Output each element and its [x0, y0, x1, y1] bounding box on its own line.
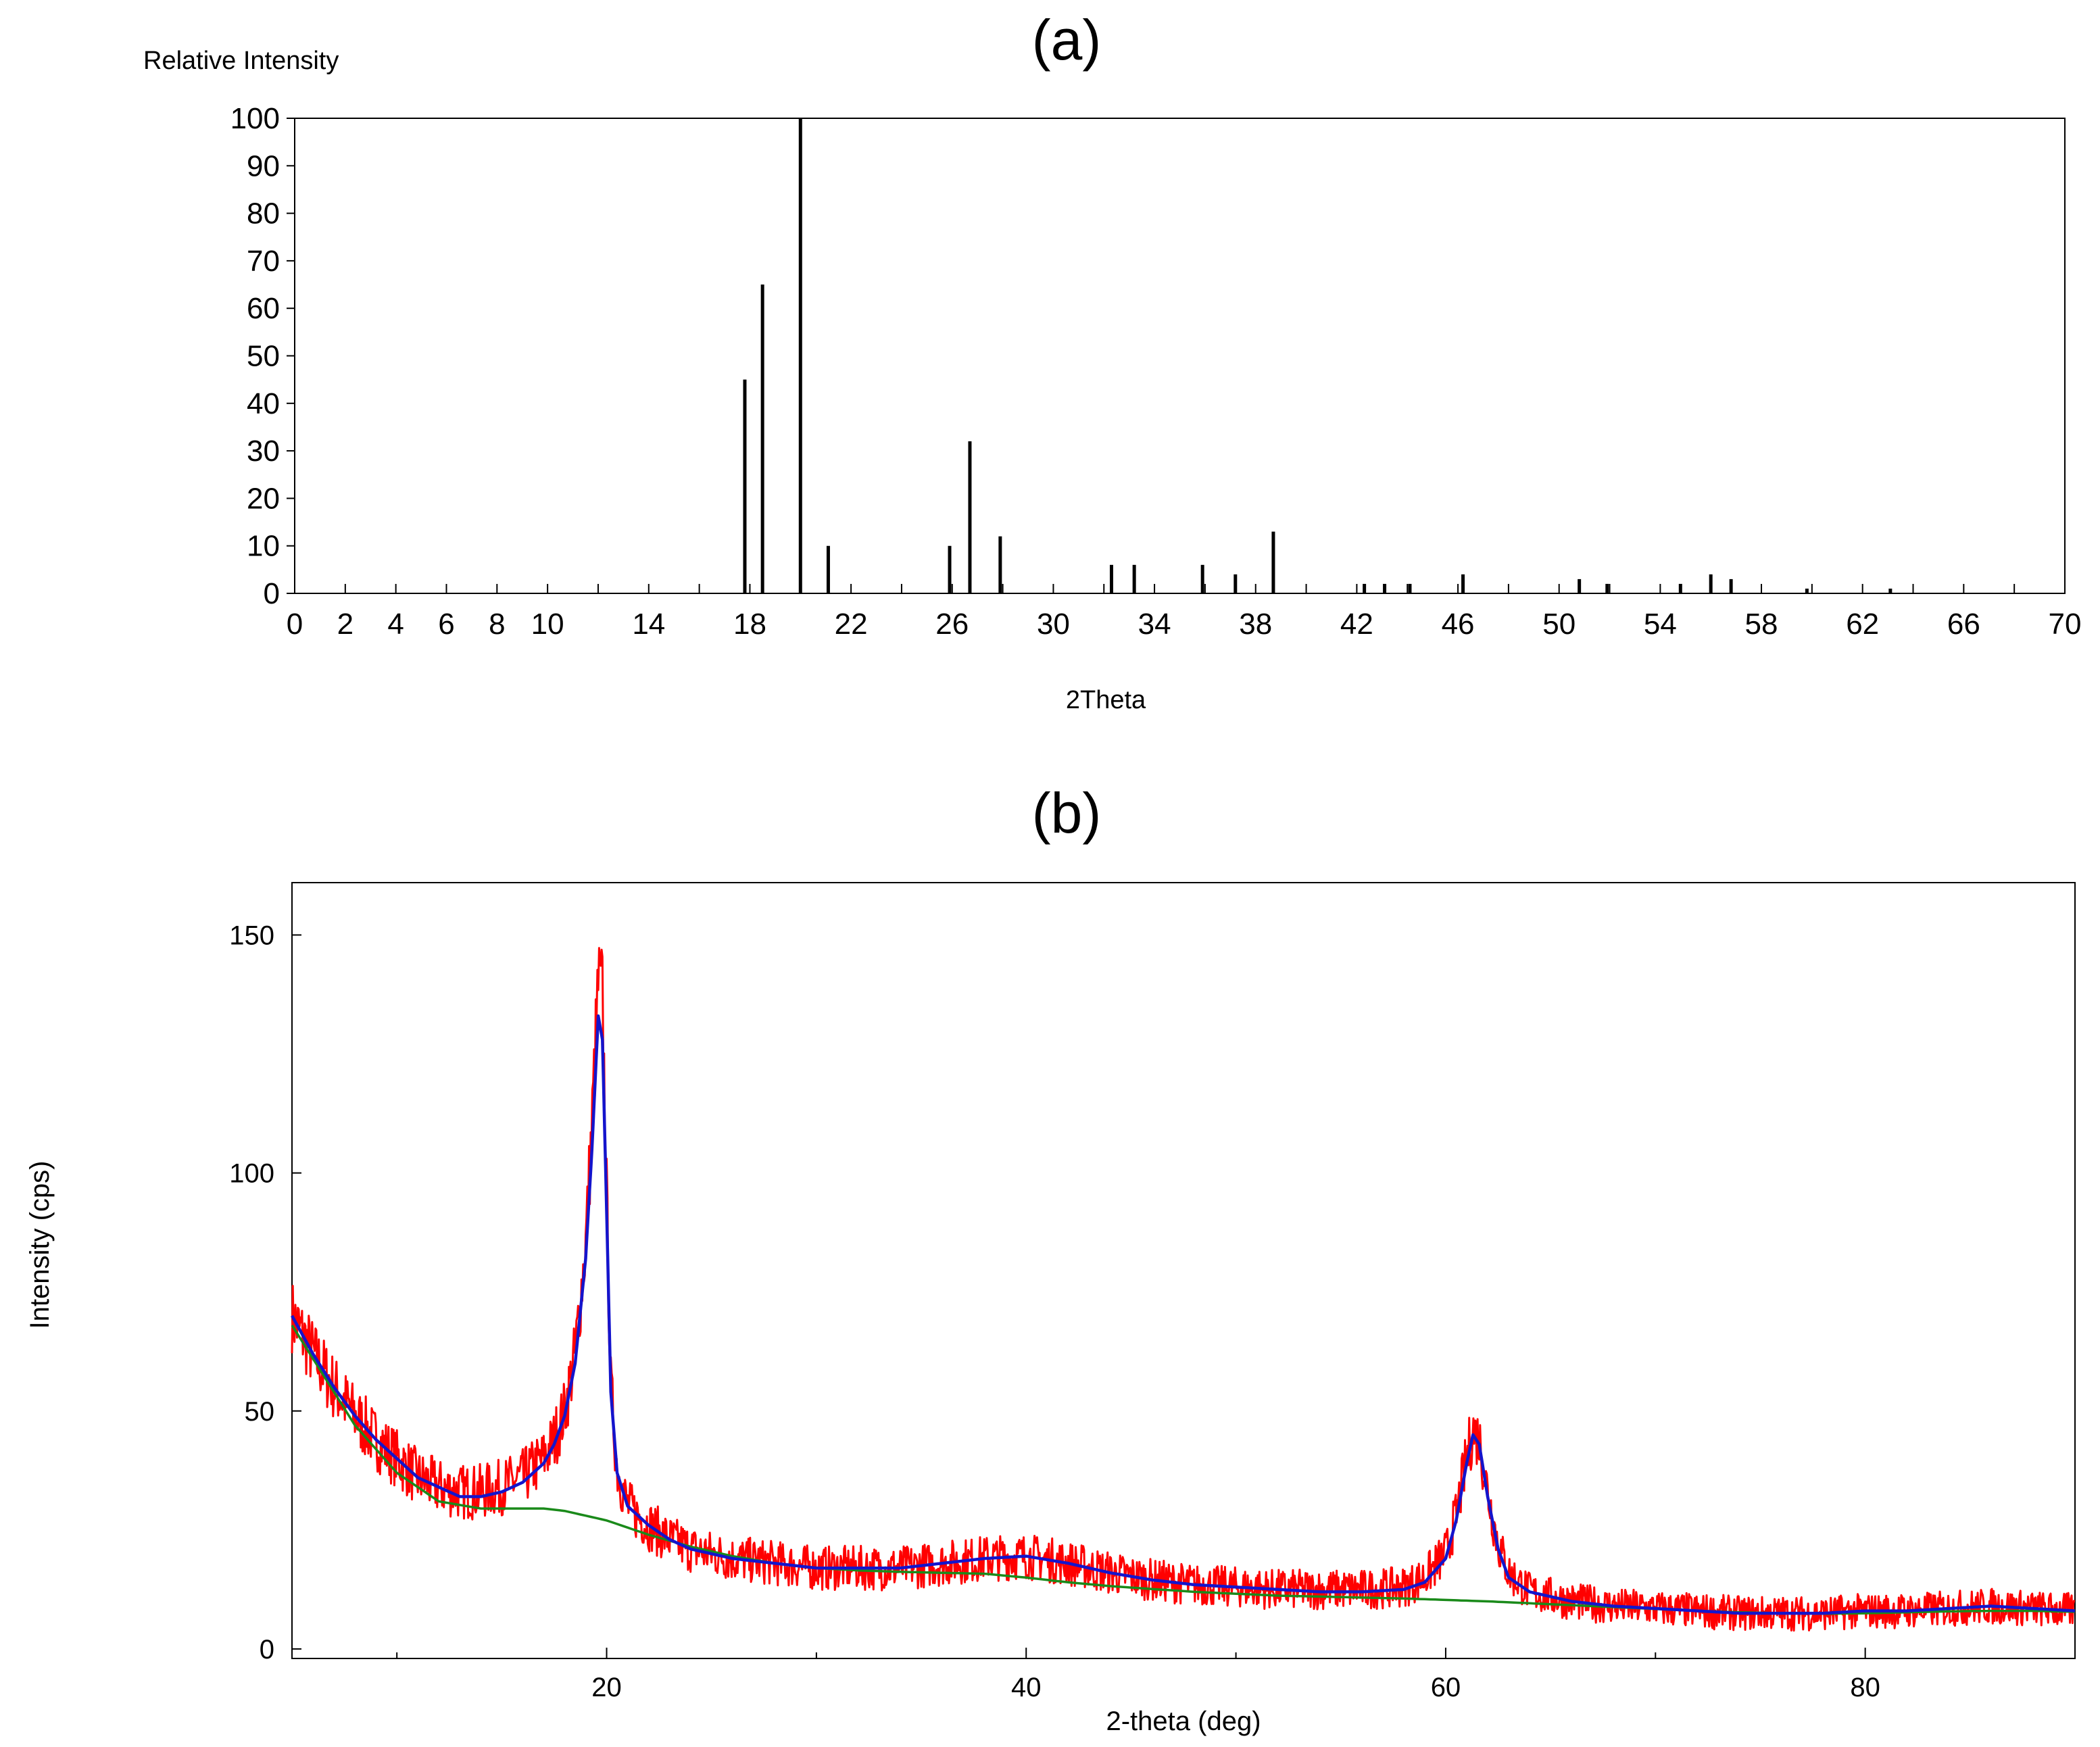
x-tick-label: 62	[1846, 608, 1879, 641]
panel-b-y-ticks: 0 50 100 150	[229, 920, 301, 1665]
y-tick-label: 50	[245, 1397, 275, 1427]
panel-b-plot-frame	[291, 882, 2076, 1659]
y-tick-label: 20	[247, 482, 280, 515]
x-tick-label: 14	[632, 608, 665, 641]
y-tick-label: 0	[260, 1635, 274, 1665]
panel-a-y-ticks: 0 10 20 30 40 50 60 70 80 90 100	[230, 102, 295, 610]
y-tick-label: 50	[247, 340, 280, 373]
x-tick-label: 46	[1442, 608, 1475, 641]
panel-b-chart: (b) 0 50 100 150 20 40 60 80 2-theta (deg) Int…	[25, 781, 2076, 1736]
y-tick-label: 10	[247, 530, 280, 563]
x-tick-label: 26	[935, 608, 969, 641]
y-tick-label: 80	[247, 197, 280, 230]
panel-a-x-axis-title: 2Theta	[1066, 686, 1146, 714]
x-tick-label: 50	[1542, 608, 1576, 641]
x-tick-label: 42	[1340, 608, 1373, 641]
y-tick-label: 100	[230, 102, 280, 135]
x-tick-label: 38	[1239, 608, 1272, 641]
x-tick-label: 60	[1431, 1673, 1461, 1702]
y-tick-label: 60	[247, 292, 280, 325]
y-tick-label: 30	[247, 435, 280, 468]
panel-a-chart: (a) Relative Intensity 01020304050607080…	[143, 8, 2081, 714]
panel-a-label: (a)	[1032, 8, 1102, 72]
x-tick-label: 8	[489, 608, 505, 641]
x-tick-label: 54	[1644, 608, 1677, 641]
x-tick-label: 30	[1037, 608, 1070, 641]
panel-b-x-ticks: 20 40 60 80	[396, 1648, 2076, 1702]
panel-a-x-ticks: 0 2 4 6 8 10 14 18 22 26 30 34 38 42 46 50 54 58 62 66 70	[287, 584, 2082, 641]
x-tick-label: 34	[1138, 608, 1171, 641]
fit-series-line	[291, 1014, 2076, 1615]
y-tick-label: 90	[247, 149, 280, 182]
x-tick-label: 6	[438, 608, 454, 641]
x-tick-label: 20	[591, 1673, 622, 1702]
panel-a-peak-sticks	[743, 118, 1893, 593]
y-tick-label: 70	[247, 245, 280, 278]
x-tick-label: 18	[733, 608, 766, 641]
y-tick-label: 100	[229, 1159, 274, 1189]
x-tick-label: 4	[387, 608, 404, 641]
x-tick-label: 0	[287, 608, 303, 641]
x-tick-label: 70	[2049, 608, 2082, 641]
y-tick-label: 40	[247, 387, 280, 420]
y-tick-label: 0	[264, 577, 280, 610]
x-tick-label: 66	[1947, 608, 1980, 641]
x-tick-label: 2	[337, 608, 353, 641]
panel-a-y-axis-title: Relative Intensity	[143, 47, 339, 75]
y-tick-label: 150	[229, 920, 274, 950]
x-tick-label: 58	[1745, 608, 1778, 641]
x-tick-label: 22	[835, 608, 868, 641]
panel-a-plot-frame	[294, 118, 2066, 594]
panel-b-series	[291, 947, 2076, 1632]
x-tick-label: 40	[1011, 1673, 1042, 1702]
observed-series-line	[291, 947, 2076, 1632]
x-tick-label: 80	[1850, 1673, 1880, 1702]
panel-b-label: (b)	[1032, 781, 1102, 845]
panel-b-x-axis-title: 2-theta (deg)	[1106, 1706, 1261, 1736]
x-tick-label: 10	[531, 608, 564, 641]
panel-b-y-axis-title: Intensity (cps)	[25, 1161, 55, 1329]
